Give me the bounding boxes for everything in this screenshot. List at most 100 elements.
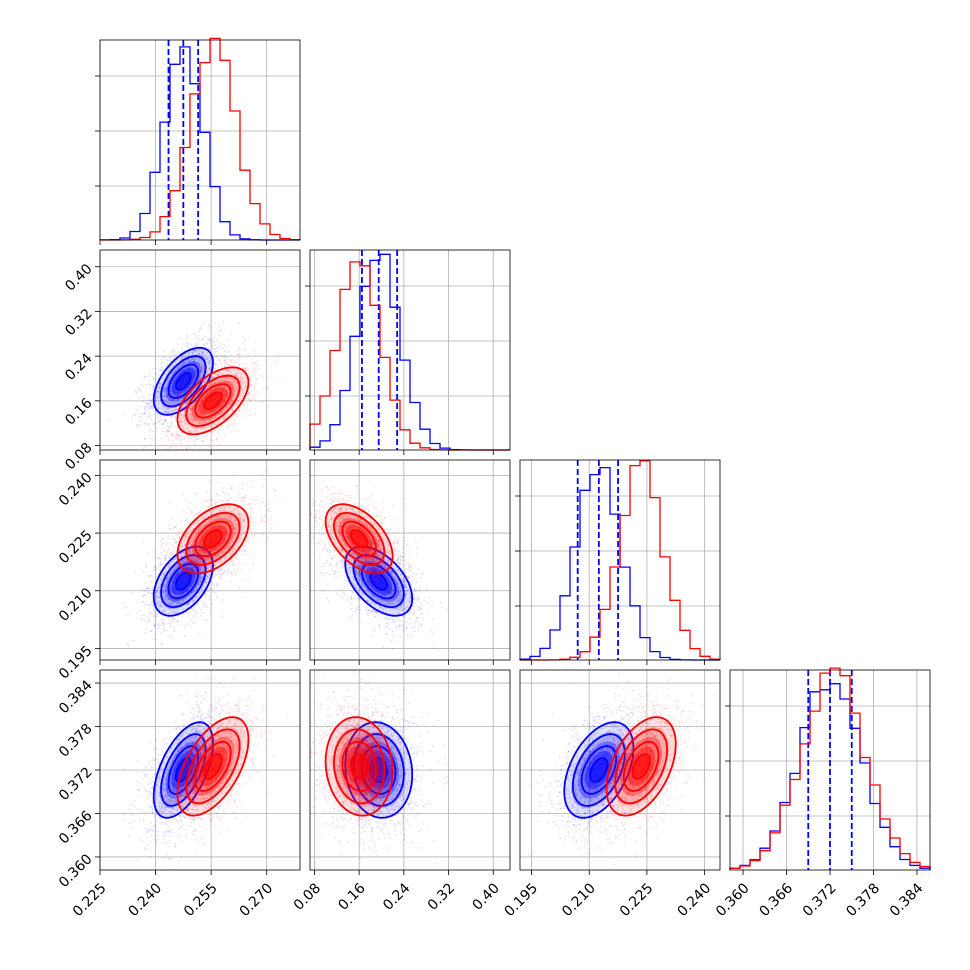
scatter-point bbox=[360, 581, 363, 583]
scatter-point bbox=[348, 559, 351, 561]
scatter-point bbox=[170, 406, 173, 409]
scatter-point bbox=[348, 566, 351, 569]
scatter-point bbox=[160, 369, 163, 371]
scatter-point bbox=[172, 381, 175, 383]
scatter-point bbox=[219, 360, 222, 363]
scatter-point bbox=[357, 548, 360, 551]
scatter-point bbox=[368, 567, 371, 569]
scatter-point bbox=[190, 383, 193, 386]
scatter-point bbox=[379, 568, 382, 571]
scatter-point bbox=[385, 617, 388, 619]
scatter-point bbox=[149, 407, 152, 409]
scatter-point bbox=[203, 381, 206, 384]
scatter-point bbox=[409, 580, 412, 582]
scatter-point bbox=[378, 624, 381, 626]
scatter-point bbox=[188, 552, 191, 555]
scatter-point bbox=[199, 591, 201, 594]
scatter-point bbox=[168, 835, 171, 838]
scatter-point bbox=[173, 389, 176, 392]
scatter-point bbox=[381, 593, 384, 595]
scatter-point bbox=[382, 562, 385, 565]
scatter-point bbox=[144, 422, 147, 424]
scatter-point bbox=[152, 608, 155, 611]
scatter-point bbox=[370, 543, 373, 546]
scatter-point bbox=[193, 371, 196, 374]
scatter-point bbox=[407, 563, 410, 566]
scatter-point bbox=[163, 367, 166, 370]
scatter-point bbox=[182, 354, 185, 357]
scatter-point bbox=[398, 624, 401, 627]
scatter-point bbox=[166, 395, 169, 397]
scatter-point bbox=[180, 363, 183, 366]
scatter-point bbox=[163, 350, 166, 353]
scatter-point bbox=[241, 336, 244, 338]
scatter-point bbox=[152, 615, 155, 618]
scatter-point bbox=[164, 395, 166, 398]
scatter-point bbox=[206, 357, 209, 360]
scatter-point bbox=[176, 592, 179, 594]
scatter-point bbox=[308, 562, 310, 564]
scatter-point bbox=[170, 403, 172, 406]
scatter-point bbox=[402, 609, 404, 612]
scatter-point bbox=[213, 352, 216, 355]
scatter-point bbox=[171, 390, 174, 393]
scatter-point bbox=[190, 570, 193, 572]
scatter-point bbox=[192, 568, 194, 570]
scatter-point bbox=[190, 359, 193, 361]
scatter-point bbox=[400, 605, 403, 607]
scatter-point bbox=[406, 621, 409, 624]
scatter-point bbox=[394, 553, 397, 556]
scatter-point bbox=[406, 590, 408, 592]
scatter-point bbox=[169, 388, 172, 391]
scatter-point bbox=[397, 561, 400, 564]
scatter-point bbox=[173, 454, 175, 456]
scatter-point bbox=[213, 357, 216, 359]
scatter-point bbox=[165, 577, 168, 580]
scatter-point bbox=[329, 562, 332, 565]
scatter-point bbox=[196, 333, 199, 336]
scatter-point bbox=[165, 410, 167, 412]
scatter-point bbox=[395, 583, 398, 586]
scatter-point bbox=[168, 602, 170, 604]
scatter-point bbox=[159, 583, 162, 586]
scatter-point bbox=[176, 619, 179, 622]
scatter-point bbox=[186, 567, 188, 570]
scatter-point bbox=[166, 407, 169, 410]
scatter-point bbox=[168, 603, 171, 606]
scatter-point bbox=[155, 602, 158, 605]
scatter-point bbox=[352, 576, 355, 579]
scatter-point bbox=[199, 377, 202, 380]
scatter-point bbox=[165, 435, 167, 437]
scatter-point bbox=[353, 577, 355, 580]
scatter-point bbox=[209, 339, 212, 342]
scatter-point bbox=[152, 638, 155, 641]
scatter-point bbox=[406, 633, 409, 636]
scatter-point bbox=[204, 580, 207, 583]
scatter-point bbox=[165, 577, 168, 580]
scatter-point bbox=[365, 587, 368, 590]
scatter-point bbox=[371, 586, 374, 588]
scatter-point bbox=[169, 585, 172, 588]
scatter-point bbox=[199, 708, 201, 711]
scatter-point bbox=[177, 621, 180, 624]
scatter-point bbox=[377, 560, 379, 563]
scatter-point bbox=[169, 360, 172, 363]
scatter-point bbox=[164, 420, 167, 423]
scatter-point bbox=[354, 572, 357, 574]
scatter-point bbox=[208, 329, 211, 331]
scatter-point bbox=[148, 412, 151, 415]
scatter-point bbox=[322, 574, 325, 577]
scatter-point bbox=[343, 570, 346, 573]
scatter-point bbox=[409, 610, 412, 613]
scatter-point bbox=[404, 593, 407, 596]
scatter-point bbox=[164, 406, 167, 408]
scatter-point bbox=[208, 363, 211, 366]
scatter-point bbox=[371, 601, 374, 604]
scatter-point bbox=[391, 586, 393, 589]
scatter-point bbox=[185, 361, 188, 364]
scatter-point bbox=[158, 419, 161, 422]
scatter-point bbox=[375, 566, 377, 569]
scatter-point bbox=[370, 542, 372, 545]
scatter-point bbox=[205, 393, 207, 395]
scatter-point bbox=[352, 583, 355, 586]
